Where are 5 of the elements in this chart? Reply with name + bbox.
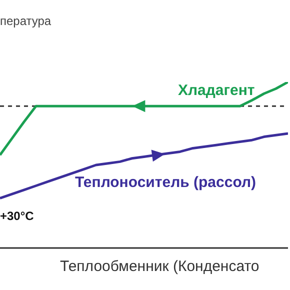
x-axis-title: Теплообменник (Конденсато	[60, 258, 260, 275]
annotation: +30°C	[0, 209, 34, 223]
series-label: Хладагент	[178, 82, 255, 99]
y-axis-title: пература	[0, 14, 52, 28]
series-label: Теплоноситель (рассол)	[75, 174, 256, 191]
